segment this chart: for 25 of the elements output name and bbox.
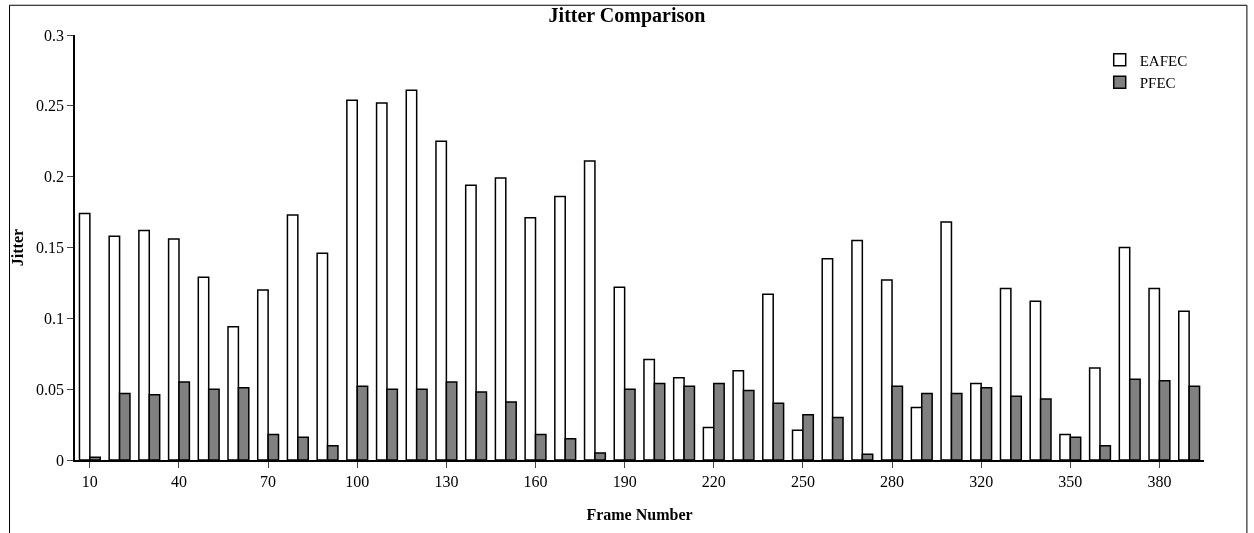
- y-tick-label: 0.25: [36, 97, 65, 115]
- y-tick-label: 0.05: [36, 380, 65, 398]
- x-tick-label: 350: [1058, 472, 1083, 490]
- x-tick-label: 380: [1147, 472, 1172, 490]
- legend-label: PFEC: [1139, 75, 1176, 92]
- legend-label: EAFEC: [1139, 52, 1188, 69]
- chart-title: Jitter Comparison: [548, 3, 706, 27]
- y-tick-label: 0.1: [44, 309, 65, 327]
- x-tick-label: 10: [81, 472, 98, 490]
- x-tick-label: 280: [880, 472, 905, 490]
- x-tick-label: 70: [260, 472, 277, 490]
- y-tick-label: 0.2: [44, 168, 65, 186]
- x-axis-title: Frame Number: [586, 506, 693, 524]
- x-tick-label: 130: [434, 472, 459, 490]
- x-tick-label: 320: [969, 472, 994, 490]
- x-tick-label: 40: [170, 472, 187, 490]
- x-tick-label: 250: [790, 472, 815, 490]
- x-tick-label: 160: [523, 472, 548, 490]
- x-tick-label: 220: [701, 472, 726, 490]
- y-tick-label: 0.3: [44, 26, 65, 44]
- x-tick-label: 190: [612, 472, 637, 490]
- y-tick-label: 0: [56, 451, 65, 469]
- y-axis-title: Jitter: [9, 228, 27, 267]
- x-tick-label: 100: [345, 472, 370, 490]
- y-tick-label: 0.15: [36, 239, 65, 257]
